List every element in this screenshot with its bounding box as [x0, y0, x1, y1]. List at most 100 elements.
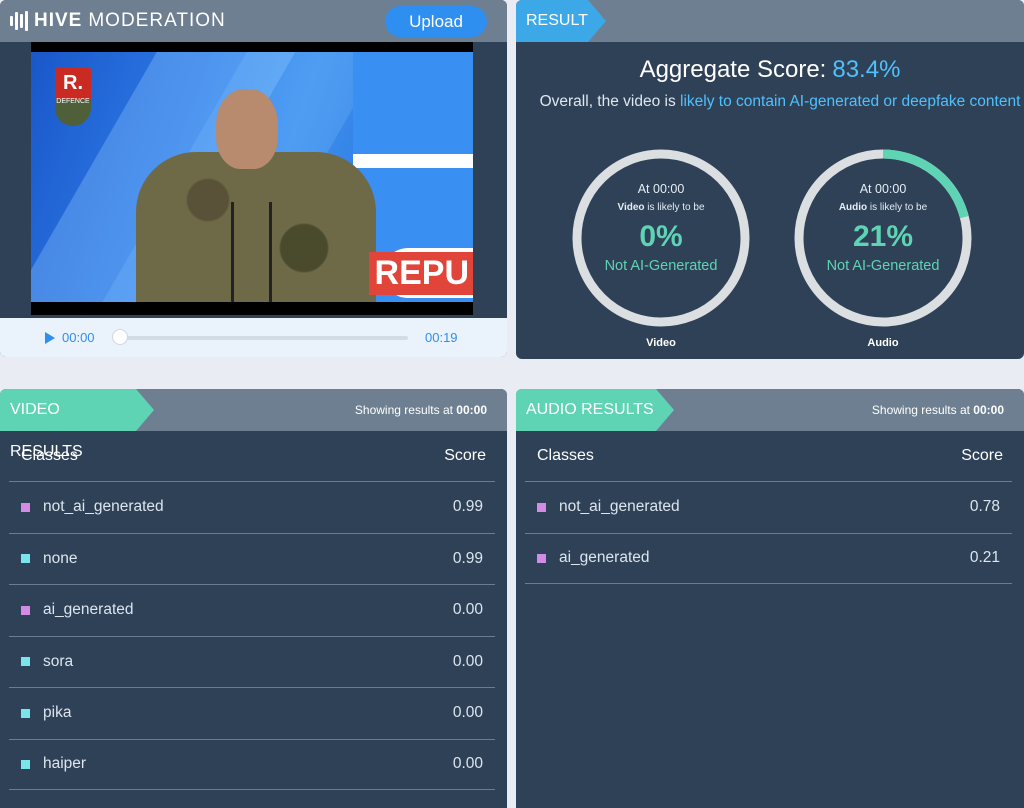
player-controls: 00:00 00:19: [0, 318, 507, 357]
channel-logo-text: R.: [63, 72, 83, 94]
hive-logo[interactable]: HIVE MODERATION: [10, 10, 226, 32]
upload-button[interactable]: Upload: [385, 6, 487, 37]
video-gauge-likely-text: is likely to be: [644, 202, 705, 213]
video-player-panel: HIVE MODERATION Upload R. DEFENCE REPU 00:…: [0, 0, 507, 357]
video-col-score: Score: [444, 447, 486, 464]
channel-logo: R. DEFENCE: [55, 68, 91, 126]
audio-gauge-fill: [794, 149, 972, 327]
class-swatch: [21, 759, 30, 769]
audio-gauge-likely: Audio is likely to be: [793, 202, 973, 213]
audio-table-header: Classes Score: [537, 447, 1003, 465]
table-row: haiper 0.00: [9, 738, 495, 790]
audio-showing-prefix: Showing results at: [871, 403, 974, 417]
class-score: 0.00: [452, 652, 483, 670]
audio-gauge-subject: Audio: [838, 202, 868, 213]
class-score: 0.00: [452, 755, 483, 773]
table-row: not_ai_generated 0.78: [525, 481, 1012, 533]
table-row: ai_generated 0.00: [9, 584, 495, 636]
audio-gauge-likely-text: is likely to be: [867, 202, 928, 213]
video-results-table: not_ai_generated 0.99 none 0.99 ai_generat…: [9, 481, 495, 790]
class-name: pika: [43, 704, 72, 722]
class-swatch: [21, 502, 30, 512]
audio-gauge-label: Not AI-Generated: [826, 258, 940, 274]
aggregate-score: Aggregate Score: 83.4%: [516, 56, 1024, 84]
result-panel: RESULT Aggregate Score: 83.4% Overall, th…: [516, 0, 1024, 359]
class-name: ai_generated: [559, 549, 650, 567]
audio-gauge: At 00:00 Audio is likely to be 21% Not A…: [793, 148, 973, 328]
play-icon[interactable]: [45, 332, 55, 344]
aggregate-description: Overall, the video is likely to contain …: [536, 90, 1024, 113]
overlay-sign: REPU: [368, 248, 473, 298]
result-header: RESULT: [516, 0, 1024, 42]
video-showing-prefix: Showing results at: [354, 403, 457, 417]
video-frame[interactable]: R. DEFENCE REPU: [31, 42, 473, 315]
class-swatch: [21, 708, 30, 718]
class-score: 0.99: [452, 498, 483, 516]
table-row: sora 0.00: [9, 635, 495, 688]
class-score: 0.21: [969, 549, 1000, 567]
aggregate-label: Aggregate Score:: [639, 56, 827, 83]
aggregate-value: 83.4%: [832, 56, 901, 83]
class-name: not_ai_generated: [559, 498, 680, 516]
duration: 00:19: [425, 330, 458, 345]
audio-results-panel: AUDIO RESULTS Showing results at 00:00 C…: [516, 389, 1024, 808]
class-name: not_ai_generated: [43, 498, 164, 516]
video-gauge: At 00:00 Video is likely to be 0% Not AI…: [571, 148, 751, 328]
class-swatch: [21, 657, 30, 667]
audio-results-showing: Showing results at 00:00: [872, 403, 1004, 417]
class-score: 0.00: [452, 704, 483, 722]
video-table-header: Classes Score: [21, 447, 486, 465]
class-score: 0.78: [969, 498, 1000, 516]
audio-gauge-time: At 00:00: [859, 182, 907, 196]
class-swatch: [21, 605, 30, 615]
class-name: ai_generated: [43, 601, 134, 619]
video-gauge-caption: Video: [646, 337, 676, 349]
speaker-figure: [136, 152, 376, 302]
video-gauge-track: [572, 149, 750, 327]
table-row: ai_generated 0.21: [525, 532, 1012, 584]
audio-results-tag: AUDIO RESULTS: [516, 389, 674, 431]
class-swatch: [21, 554, 30, 564]
video-showing-time: 00:00: [456, 403, 487, 417]
class-score: 0.00: [452, 601, 483, 619]
logo-rest: MODERATION: [88, 10, 226, 31]
channel-logo-sub: DEFENCE: [56, 98, 90, 105]
current-time: 00:00: [62, 330, 95, 345]
class-name: sora: [43, 652, 74, 670]
audio-gauge-percent: 21%: [852, 220, 914, 253]
class-score: 0.99: [452, 549, 483, 567]
audio-gauge-ring: [794, 149, 972, 327]
audio-results-table: not_ai_generated 0.78 ai_generated 0.21: [525, 481, 1012, 584]
overlay-sign-text: REPU: [368, 252, 473, 295]
desc-highlight: likely to contain AI-generated or deepfa…: [680, 93, 1021, 110]
seek-handle[interactable]: [112, 329, 128, 345]
video-thumbnail: R. DEFENCE REPU: [31, 52, 473, 302]
audio-col-score: Score: [961, 447, 1003, 464]
table-row: pika 0.00: [9, 687, 495, 739]
video-gauge-ring: [572, 149, 750, 327]
video-results-tag: VIDEO RESULTS: [0, 389, 154, 460]
audio-col-classes: Classes: [537, 447, 594, 464]
video-col-classes: Classes: [21, 447, 78, 464]
class-name: none: [43, 549, 78, 567]
class-swatch: [537, 502, 546, 512]
video-gauge-subject: Video: [617, 202, 645, 213]
table-row: none 0.99: [9, 532, 495, 585]
desc-prefix: Overall, the video is: [539, 93, 681, 110]
video-gauge-likely: Video is likely to be: [571, 202, 751, 213]
class-swatch: [537, 553, 546, 563]
video-gauge-label: Not AI-Generated: [604, 258, 718, 274]
audio-gauge-caption: Audio: [867, 337, 899, 349]
table-row: not_ai_generated 0.99: [9, 481, 495, 533]
result-tag: RESULT: [516, 0, 606, 42]
video-gauge-time: At 00:00: [637, 182, 685, 196]
video-results-panel: VIDEO RESULTS Showing results at 00:00 C…: [0, 389, 507, 808]
audio-showing-time: 00:00: [973, 403, 1004, 417]
class-name: haiper: [43, 755, 87, 773]
video-results-header: VIDEO RESULTS Showing results at 00:00: [0, 389, 507, 460]
seek-bar[interactable]: [118, 336, 408, 340]
video-gauge-percent: 0%: [639, 220, 683, 253]
logo-text: HIVE MODERATION: [34, 10, 226, 32]
hive-logo-icon: [10, 10, 28, 32]
video-results-showing: Showing results at 00:00: [355, 403, 487, 417]
